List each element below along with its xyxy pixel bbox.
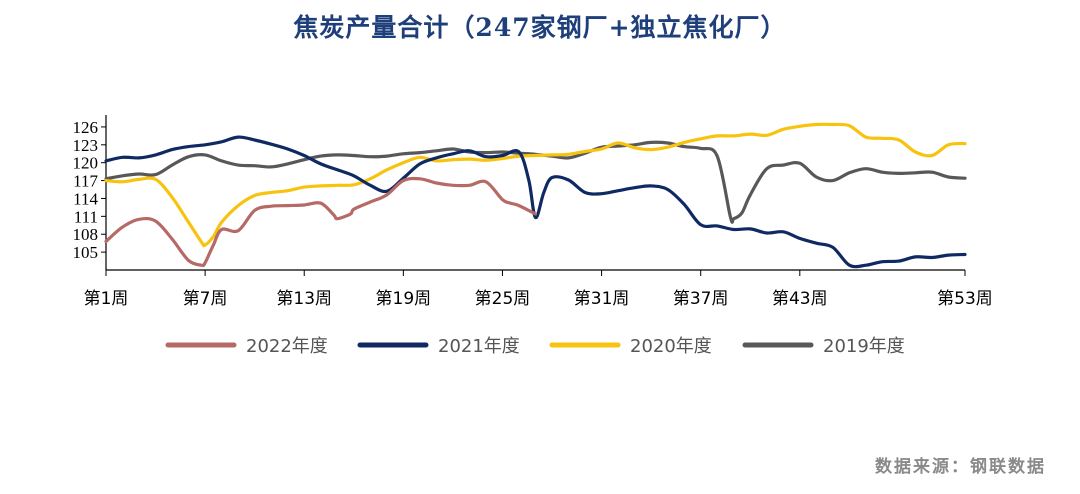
legend-label: 2021年度 bbox=[438, 336, 520, 357]
y-tick-label: 117 bbox=[73, 172, 98, 191]
y-tick-label: 105 bbox=[73, 243, 99, 262]
legend-label: 2022年度 bbox=[246, 336, 328, 357]
x-tick-label: 第1周 bbox=[84, 289, 129, 309]
y-tick-label: 123 bbox=[73, 136, 99, 155]
source-note: 数据来源：钢联数据 bbox=[875, 457, 1046, 477]
legend: 2022年度 2021年度 2020年度 2019年度 bbox=[165, 336, 905, 357]
series-line-2022年度 bbox=[104, 176, 538, 268]
x-tick-label: 第7周 bbox=[183, 289, 228, 309]
y-tick-label: 126 bbox=[73, 118, 99, 137]
y-tick-label: 114 bbox=[73, 189, 98, 208]
x-tick-label: 第25周 bbox=[475, 289, 531, 309]
x-tick-label: 第19周 bbox=[376, 289, 432, 309]
series-line-2020年度 bbox=[104, 122, 967, 248]
legend-label: 2019年度 bbox=[823, 336, 905, 357]
x-tick-label: 第13周 bbox=[276, 289, 332, 309]
x-tick-label: 第31周 bbox=[574, 289, 630, 309]
y-tick-label: 108 bbox=[73, 225, 99, 244]
y-tick-label: 120 bbox=[73, 154, 99, 173]
x-tick-label: 第53周 bbox=[937, 289, 993, 309]
legend-label: 2020年度 bbox=[630, 336, 712, 357]
x-tick-label: 第37周 bbox=[673, 289, 729, 309]
series-lines bbox=[104, 122, 967, 269]
chart-title: 焦炭产量合计（247家钢厂+独立焦化厂） bbox=[293, 13, 787, 42]
x-tick-label: 第43周 bbox=[772, 289, 828, 309]
series-line-2021年度 bbox=[104, 135, 967, 269]
y-tick-label: 111 bbox=[74, 207, 98, 226]
